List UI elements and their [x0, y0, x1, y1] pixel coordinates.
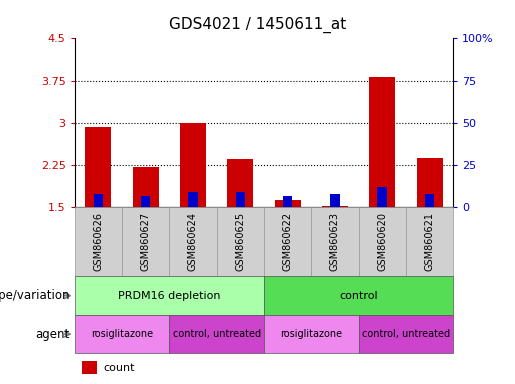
Text: rosiglitazone: rosiglitazone: [91, 329, 153, 339]
Bar: [82, 361, 97, 374]
Bar: [188, 192, 198, 207]
Bar: [169, 207, 217, 276]
Text: GSM860625: GSM860625: [235, 212, 245, 271]
Bar: [133, 167, 159, 207]
Text: genotype/variation: genotype/variation: [0, 289, 70, 302]
Bar: [406, 207, 453, 276]
Text: GDS4021 / 1450611_at: GDS4021 / 1450611_at: [169, 17, 346, 33]
Bar: [169, 315, 264, 353]
Bar: [358, 315, 453, 353]
Bar: [425, 194, 434, 207]
Bar: [264, 315, 358, 353]
Bar: [235, 192, 245, 207]
Text: GSM860623: GSM860623: [330, 212, 340, 271]
Text: PRDM16 depletion: PRDM16 depletion: [118, 291, 220, 301]
Bar: [94, 194, 103, 207]
Text: GSM860620: GSM860620: [377, 212, 387, 271]
Bar: [417, 158, 442, 207]
Text: GSM860621: GSM860621: [424, 212, 435, 271]
Text: rosiglitazone: rosiglitazone: [280, 329, 342, 339]
Bar: [227, 159, 253, 207]
Bar: [75, 276, 264, 315]
Bar: [264, 276, 453, 315]
Bar: [264, 207, 311, 276]
Bar: [358, 207, 406, 276]
Text: count: count: [103, 362, 134, 372]
Bar: [283, 195, 293, 207]
Bar: [180, 123, 206, 207]
Bar: [141, 195, 150, 207]
Bar: [322, 206, 348, 207]
Bar: [75, 207, 122, 276]
Text: GSM860622: GSM860622: [283, 212, 293, 271]
Text: control, untreated: control, untreated: [173, 329, 261, 339]
Bar: [330, 194, 339, 207]
Text: control: control: [339, 291, 378, 301]
Bar: [369, 77, 395, 207]
Bar: [274, 200, 301, 207]
Bar: [217, 207, 264, 276]
Text: GSM860627: GSM860627: [141, 212, 151, 271]
Text: agent: agent: [35, 328, 70, 341]
Bar: [122, 207, 169, 276]
Bar: [377, 187, 387, 207]
Bar: [75, 315, 169, 353]
Text: control, untreated: control, untreated: [362, 329, 450, 339]
Text: GSM860626: GSM860626: [93, 212, 104, 271]
Bar: [85, 127, 111, 207]
Bar: [311, 207, 358, 276]
Text: GSM860624: GSM860624: [188, 212, 198, 271]
